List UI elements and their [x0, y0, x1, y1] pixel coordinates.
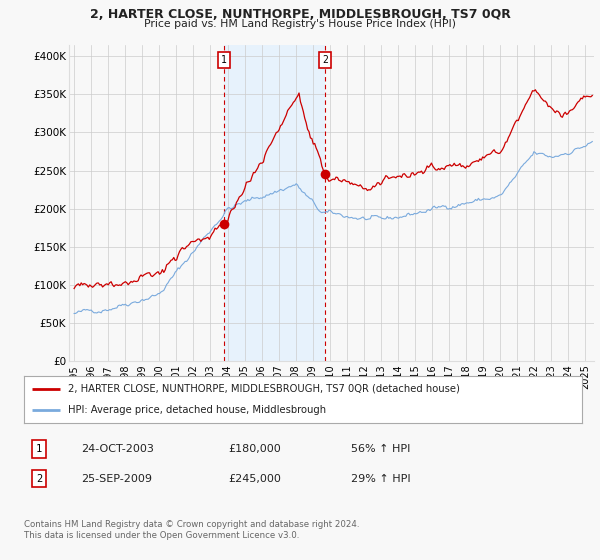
- Text: 2: 2: [36, 474, 42, 484]
- Text: HPI: Average price, detached house, Middlesbrough: HPI: Average price, detached house, Midd…: [68, 405, 326, 416]
- Text: 24-OCT-2003: 24-OCT-2003: [81, 444, 154, 454]
- Text: 29% ↑ HPI: 29% ↑ HPI: [351, 474, 410, 484]
- Bar: [224, 45, 325, 361]
- Text: 2, HARTER CLOSE, NUNTHORPE, MIDDLESBROUGH, TS7 0QR (detached house): 2, HARTER CLOSE, NUNTHORPE, MIDDLESBROUG…: [68, 384, 460, 394]
- Text: 25-SEP-2009: 25-SEP-2009: [81, 474, 152, 484]
- Text: 2: 2: [322, 55, 328, 65]
- Text: 2, HARTER CLOSE, NUNTHORPE, MIDDLESBROUGH, TS7 0QR: 2, HARTER CLOSE, NUNTHORPE, MIDDLESBROUG…: [89, 8, 511, 21]
- Text: 1: 1: [221, 55, 227, 65]
- Text: Price paid vs. HM Land Registry's House Price Index (HPI): Price paid vs. HM Land Registry's House …: [144, 19, 456, 29]
- Text: Contains HM Land Registry data © Crown copyright and database right 2024.
This d: Contains HM Land Registry data © Crown c…: [24, 520, 359, 540]
- Text: 56% ↑ HPI: 56% ↑ HPI: [351, 444, 410, 454]
- Text: £180,000: £180,000: [228, 444, 281, 454]
- Text: 1: 1: [36, 444, 42, 454]
- Text: £245,000: £245,000: [228, 474, 281, 484]
